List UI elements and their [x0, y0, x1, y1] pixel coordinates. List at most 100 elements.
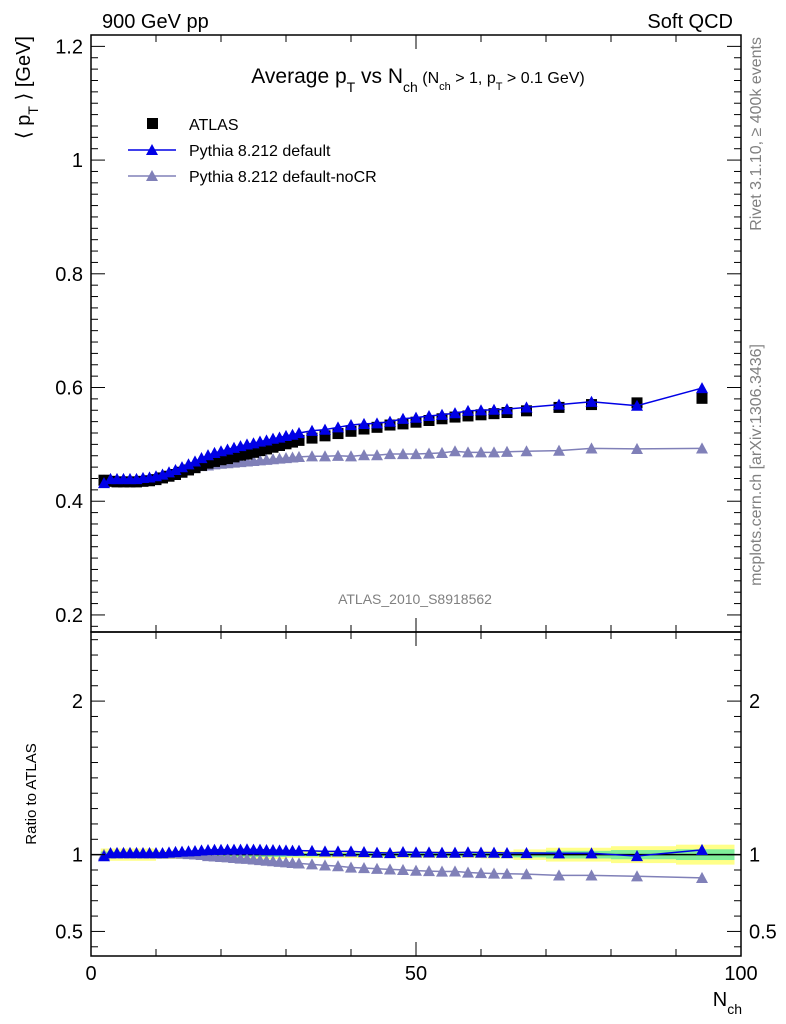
default-point: [182, 458, 195, 470]
default-point: [585, 395, 598, 407]
main-ytick-label: 0.8: [55, 264, 83, 286]
nocr-point: [520, 445, 533, 457]
default-point: [397, 412, 409, 424]
ratio-default-point: [397, 846, 409, 858]
ratio-nocr-point: [423, 865, 435, 877]
atlas-point: [293, 434, 305, 446]
legend-marker-atlas: [147, 118, 158, 129]
rivet-side-label: Rivet 3.1.10, ≥ 400k events: [748, 37, 765, 231]
nocr-point: [397, 448, 409, 460]
atlas-point: [215, 454, 227, 466]
atlas-point: [248, 446, 259, 458]
default-point: [696, 382, 708, 394]
ratio-default-point: [332, 845, 344, 857]
default-point: [488, 403, 500, 415]
ratio-series-layer: [98, 843, 708, 883]
ratio-nocr-point: [585, 869, 598, 881]
ratio-default-point: [410, 846, 422, 858]
ratio-plot-frame: [90, 631, 742, 957]
ratio-default-point: [384, 846, 396, 859]
ratio-default-point: [436, 846, 448, 858]
default-point: [410, 411, 422, 423]
default-point: [462, 404, 474, 416]
main-plot-title: Average pT vs Nch (Nch > 1, pT > 0.1 GeV…: [251, 65, 584, 95]
atlas-point: [287, 436, 298, 448]
ratio-nocr-point: [345, 861, 357, 873]
ratio-default-point: [585, 847, 598, 859]
xtick-label: 50: [405, 963, 427, 985]
ratio-default-line: [103, 848, 703, 857]
default-point: [306, 424, 318, 436]
legend: ATLAS Pythia 8.212 default Pythia 8.212 …: [128, 117, 377, 186]
main-ylabel: ⟨ pT ⟩ [GeV]: [13, 36, 41, 139]
ratio-default-point: [358, 846, 370, 858]
default-point: [195, 452, 208, 464]
atlas-point: [235, 449, 246, 461]
atlas-point: [358, 423, 370, 435]
xtick-labels: 0 50 100: [85, 963, 757, 985]
default-point: [345, 419, 357, 431]
nocr-point: [436, 446, 448, 458]
ratio-default-point: [293, 844, 305, 856]
xtick-label: 100: [724, 963, 757, 985]
legend-marker-default: [146, 144, 158, 155]
main-ytick-label: 0.6: [55, 378, 83, 400]
mcplots-side-label: mcplots.cern.ch [arXiv:1306.3436]: [748, 344, 765, 586]
atlas-point: [176, 466, 188, 478]
ratio-default-point: [553, 847, 565, 859]
atlas-point: [345, 425, 357, 437]
ratio-nocr-point: [520, 868, 533, 880]
nocr-point: [462, 446, 474, 458]
default-point: [358, 417, 370, 430]
ratio-default-point: [475, 846, 487, 858]
default-point: [169, 463, 182, 476]
default-point: [449, 407, 461, 419]
ratio-nocr-point: [397, 863, 409, 875]
nocr-point: [384, 448, 396, 460]
atlas-point: [183, 464, 194, 476]
nocr-point: [488, 446, 500, 458]
ratio-nocr-point: [501, 867, 513, 879]
atlas-point: [397, 418, 409, 430]
default-point: [520, 401, 533, 413]
default-point: [423, 409, 435, 422]
ratio-nocr-point: [293, 857, 305, 869]
main-ytick-label: 0.4: [55, 491, 83, 513]
default-point: [189, 455, 201, 467]
legend-label-nocr: Pythia 8.212 default-noCR: [189, 169, 377, 186]
atlas-point: [267, 441, 279, 453]
ratio-nocr-point: [410, 864, 422, 876]
ratio-default-point: [423, 846, 435, 858]
nocr-point: [585, 442, 598, 454]
ratio-default-point: [462, 846, 474, 858]
ratio-default-point: [371, 846, 383, 858]
default-point: [475, 404, 487, 416]
ratio-ytick-label: 1: [72, 845, 83, 867]
ratio-default-point: [488, 846, 500, 858]
atlas-point: [280, 438, 292, 450]
atlas-point: [274, 440, 285, 452]
nocr-point: [371, 449, 383, 461]
nocr-point: [449, 445, 461, 457]
ratio-nocr-point: [306, 858, 318, 870]
default-point: [332, 421, 344, 433]
process-label: Soft QCD: [647, 11, 733, 33]
main-ytick-label: 1: [72, 150, 83, 172]
atlas-point: [306, 432, 318, 444]
default-point: [501, 403, 513, 415]
ratio-ytick-label-right: 2: [749, 691, 760, 713]
nocr-point: [501, 445, 513, 457]
main-series-layer: [98, 382, 708, 489]
ratio-ylabel: Ratio to ATLAS: [23, 743, 40, 844]
default-point: [384, 415, 396, 427]
default-point: [98, 477, 110, 489]
ratio-nocr-point: [488, 867, 500, 879]
analysis-watermark: ATLAS_2010_S8918562: [338, 591, 492, 607]
ratio-ytick-label: 2: [72, 691, 83, 713]
ratio-default-point: [501, 846, 513, 859]
atlas-point: [209, 455, 220, 467]
main-ytick-label: 1.2: [55, 36, 83, 58]
ratio-default-point: [98, 850, 110, 862]
ratio-nocr-point: [696, 871, 708, 883]
atlas-point: [222, 453, 233, 465]
